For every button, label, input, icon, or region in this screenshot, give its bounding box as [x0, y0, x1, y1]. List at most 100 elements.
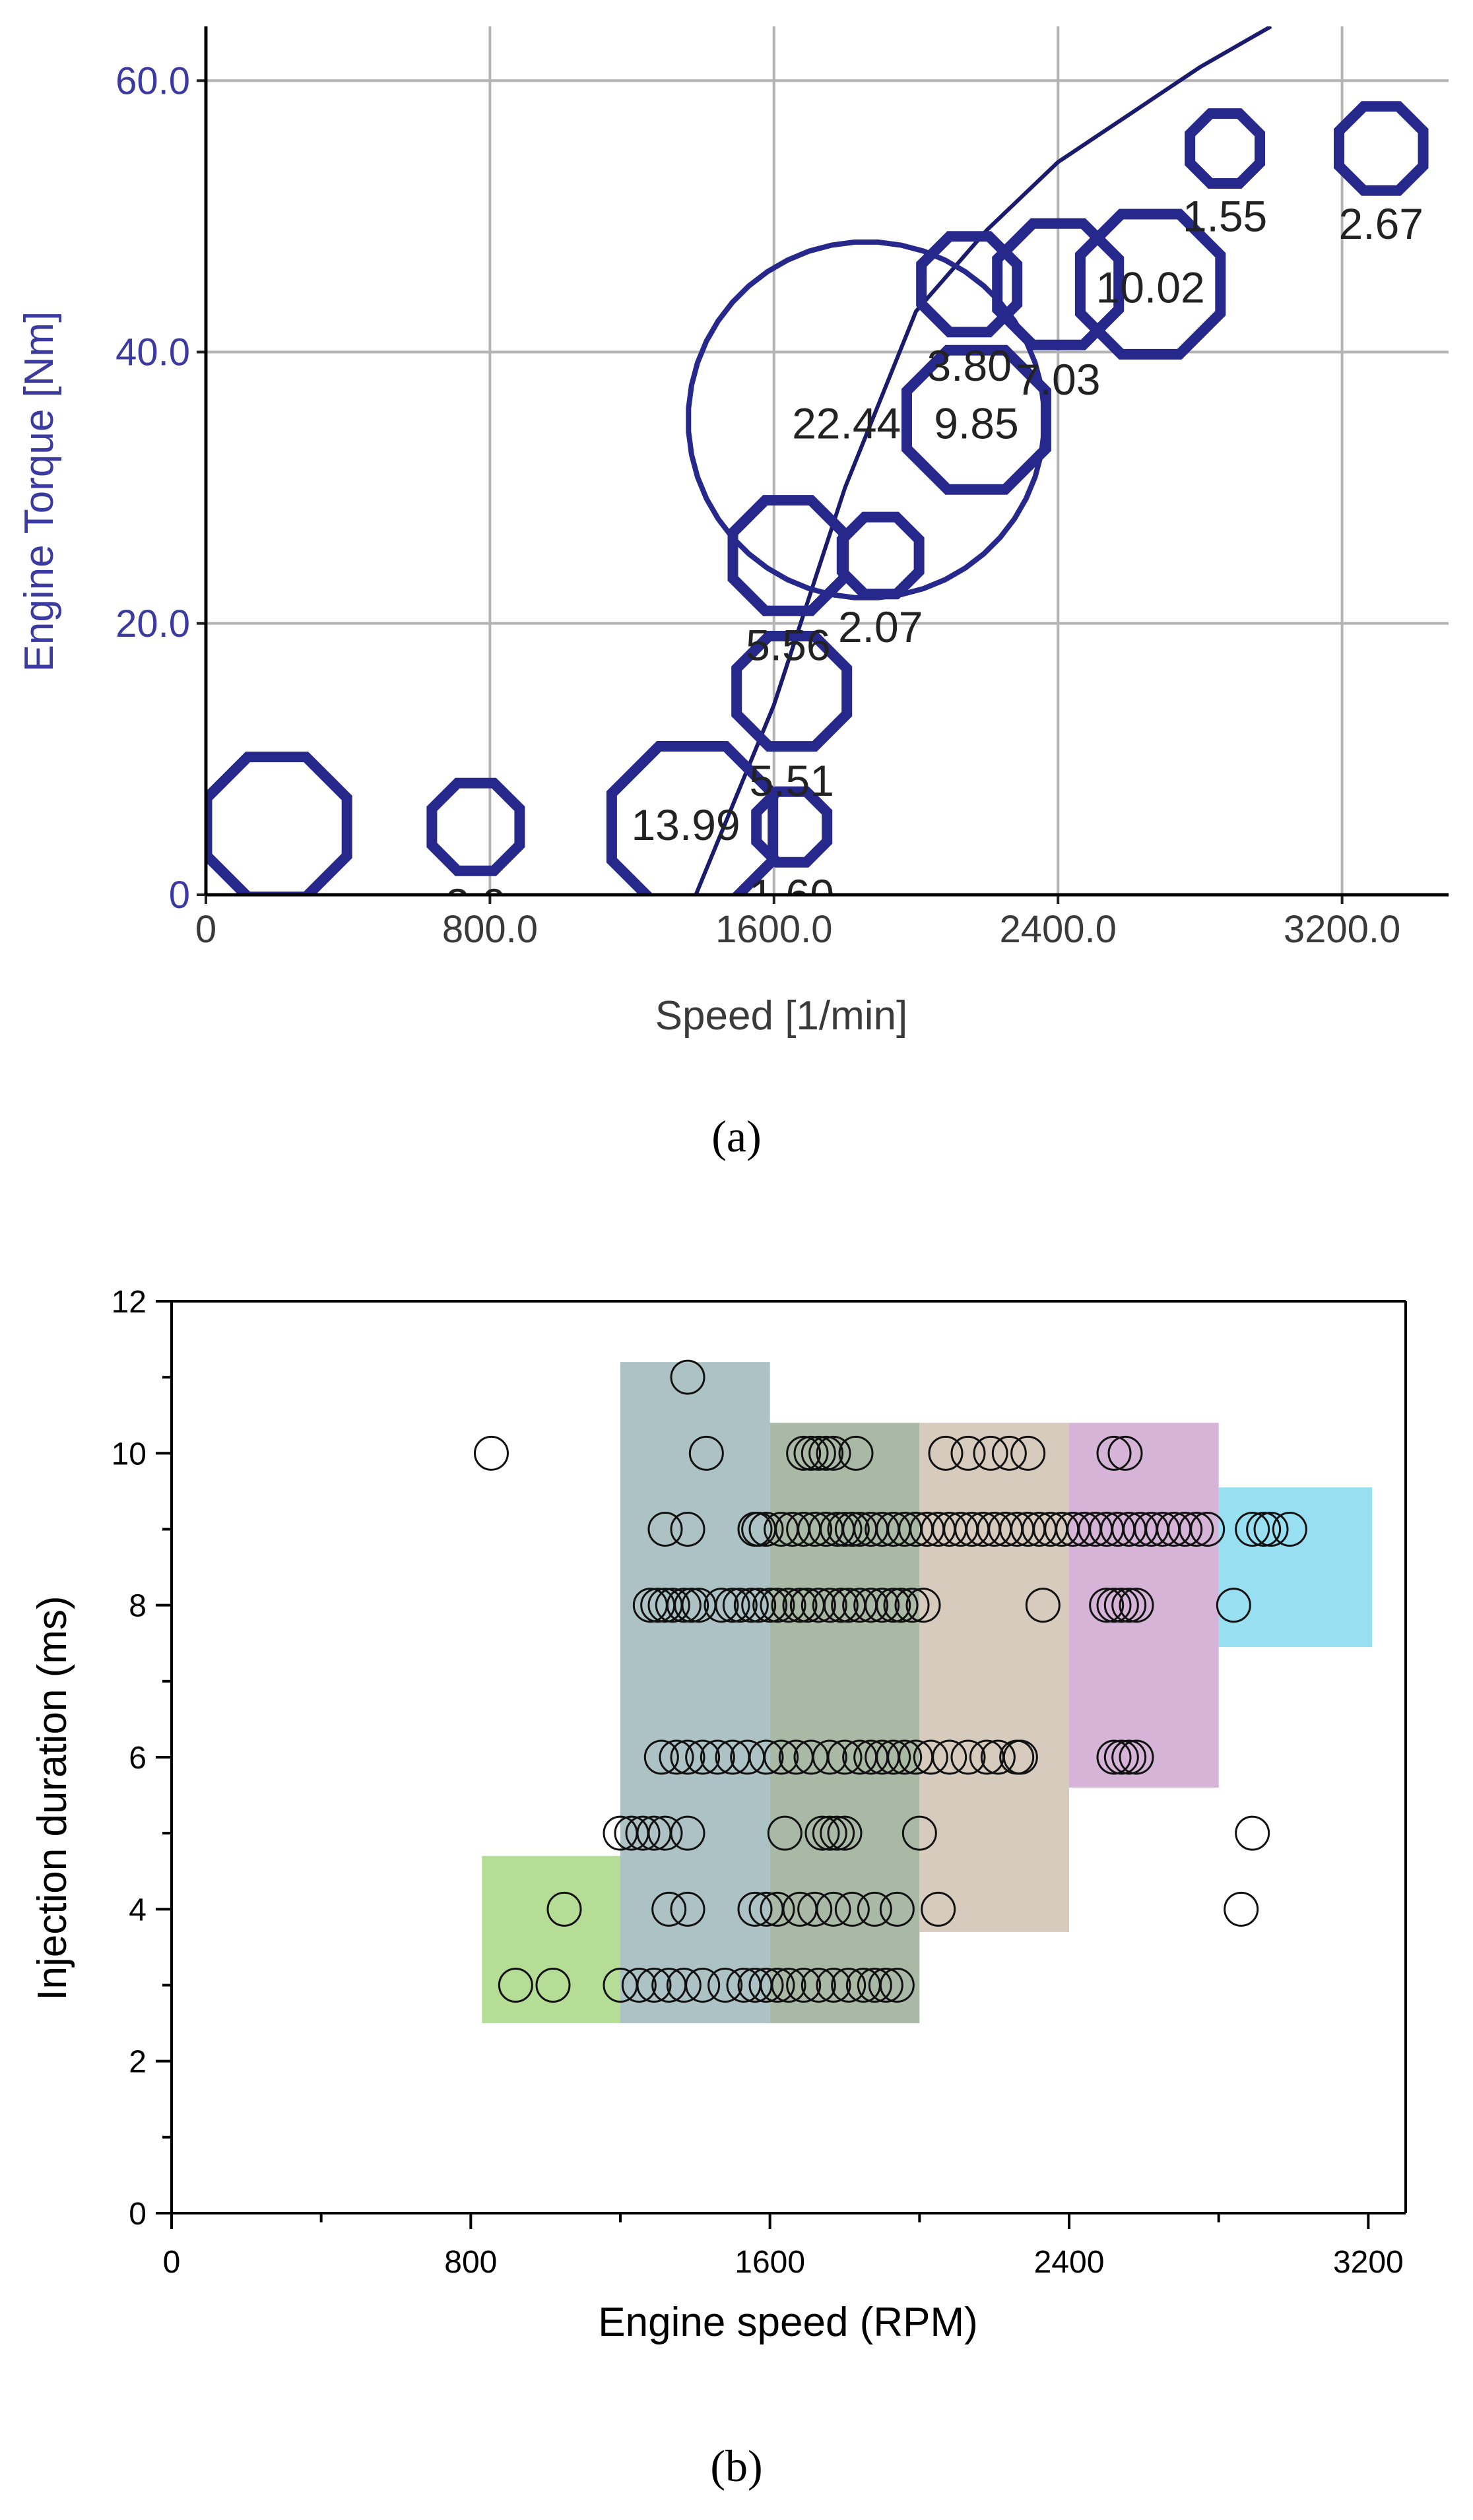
panel-a-bubble-label: 3.0: [445, 880, 506, 928]
panel-b-point: [816, 1435, 851, 1471]
panel-a-bubble: [992, 218, 1125, 350]
panel-b-point: [823, 1588, 859, 1623]
panel-b-point: [771, 1968, 806, 2003]
panel-b-point: [820, 1815, 855, 1851]
panel-b-region: [1069, 1423, 1219, 1788]
panel-b-x-tick-label: 1600: [735, 2245, 805, 2280]
panel-b-point: [748, 1512, 784, 1547]
panel-b-point: [894, 1588, 930, 1623]
panel-b-point: [1119, 1588, 1154, 1623]
panel-a-plot-area: [206, 26, 1449, 895]
panel-a-bubble: [751, 786, 833, 868]
panel-b-point: [827, 1815, 863, 1851]
panel-b-point: [685, 1968, 721, 2003]
panel-b-point: [643, 1739, 679, 1775]
panel-b-point: [868, 1968, 903, 2003]
panel-b-point: [980, 1739, 1016, 1775]
panel-b-point: [797, 1891, 833, 1927]
panel-a-bubble: [1185, 108, 1265, 189]
panel-b-point: [1190, 1512, 1226, 1547]
panel-b-point: [1167, 1512, 1203, 1547]
panel-b-point: [831, 1968, 867, 2003]
panel-b-point: [546, 1891, 582, 1927]
panel-b-y-tick-label: 8: [129, 1589, 147, 1624]
panel-b-y-tick-label: 4: [129, 1892, 147, 1927]
panel-a-bubble-label: 10.02: [1096, 263, 1204, 312]
panel-a-x-tick-label: 3200.0: [1284, 908, 1400, 951]
panel-b-point: [674, 1588, 709, 1623]
panel-b-point: [812, 1815, 847, 1851]
panel-b-point: [670, 1359, 705, 1395]
panel-a-bubble: [606, 741, 779, 895]
panel-b-point: [670, 1512, 705, 1547]
panel-b-point: [1246, 1512, 1282, 1547]
panel-b-point: [1216, 1588, 1251, 1623]
panel-b-point: [760, 1891, 795, 1927]
panel-b-point: [838, 1435, 874, 1471]
panel-a-x-tick-label: 800.0: [442, 908, 538, 951]
panel-b-point: [1002, 1739, 1038, 1775]
panel-b-point: [928, 1435, 964, 1471]
panel-a-bubble: [731, 631, 853, 752]
panel-b-point: [879, 1891, 915, 1927]
panel-b-point: [670, 1739, 705, 1775]
panel-a-axes: [197, 26, 1449, 904]
panel-b-point: [865, 1588, 900, 1623]
panel-b-point: [670, 1815, 705, 1851]
panel-a-bubble-label: 1.60: [749, 870, 834, 919]
panel-b-y-tick-label: 2: [129, 2045, 147, 2080]
panel-b-point: [1089, 1588, 1125, 1623]
panel-b-point: [950, 1739, 986, 1775]
panel-b-point: [913, 1739, 948, 1775]
panel-b-point: [1272, 1512, 1307, 1547]
panel-b-point: [801, 1968, 836, 2003]
panel-a-y-axis-title: Engine Torque [Nm]: [16, 311, 62, 672]
panel-b-y-tick-label: 12: [112, 1285, 147, 1320]
panel-b-point: [857, 1891, 892, 1927]
panel-b-region: [620, 1362, 770, 2024]
panel-b-y-tick-label: 10: [112, 1437, 147, 1471]
panel-b-points: [474, 1359, 1307, 2003]
panel-b-point: [1010, 1435, 1046, 1471]
panel-b-point: [991, 1435, 1027, 1471]
panel-b-point: [801, 1588, 836, 1623]
panel-b-point: [812, 1739, 847, 1775]
panel-a-bubble-label: 5.56: [746, 621, 830, 670]
panel-b-point: [647, 1512, 683, 1547]
panel-b-point: [1096, 1588, 1132, 1623]
panel-b-point: [857, 1968, 892, 2003]
panel-b-point: [760, 1968, 795, 2003]
panel-a-bubble-label: 3.80: [927, 341, 1011, 390]
panel-b-point: [764, 1739, 799, 1775]
panel-b-point: [1179, 1512, 1214, 1547]
panel-a-bubble-label: 7.03: [1016, 355, 1100, 404]
panel-b-point: [1103, 1588, 1139, 1623]
panel-a-x-tick-label: 2400.0: [999, 908, 1116, 951]
panel-b-point: [827, 1512, 863, 1547]
panel-b-point: [1111, 1739, 1147, 1775]
panel-b-point: [621, 1968, 657, 2003]
panel-a-bubble: [426, 777, 525, 876]
panel-b-point: [853, 1588, 889, 1623]
panel-b-region: [1218, 1487, 1372, 1648]
panel-b-point: [737, 1891, 773, 1927]
panel-b-point: [797, 1512, 833, 1547]
panel-b-x-axis-title: Engine speed (RPM): [598, 2300, 978, 2345]
panel-b-point: [887, 1739, 923, 1775]
panel-b-point: [905, 1588, 941, 1623]
panel-b-point: [1111, 1588, 1147, 1623]
panel-a-y-tick-label: 40.0: [115, 331, 190, 374]
panel-b-scatter-chart: 0 800 1600 2400 3200 0 2 4 6 8 10 12 Engine speed (…: [30, 1285, 1407, 2491]
panel-b-point: [748, 1739, 784, 1775]
panel-a-bubble: [727, 495, 849, 616]
panel-b-point: [670, 1891, 705, 1927]
panel-b-point: [883, 1588, 919, 1623]
panel-b-point: [808, 1435, 844, 1471]
panel-b-point: [733, 1588, 769, 1623]
panel-b-point: [771, 1588, 806, 1623]
panel-b-point: [1107, 1435, 1143, 1471]
panel-a-x-axis-title: Speed [1/min]: [655, 993, 908, 1039]
panel-b-x-tick-label: 3200: [1333, 2245, 1404, 2280]
panel-b-point: [1119, 1739, 1154, 1775]
